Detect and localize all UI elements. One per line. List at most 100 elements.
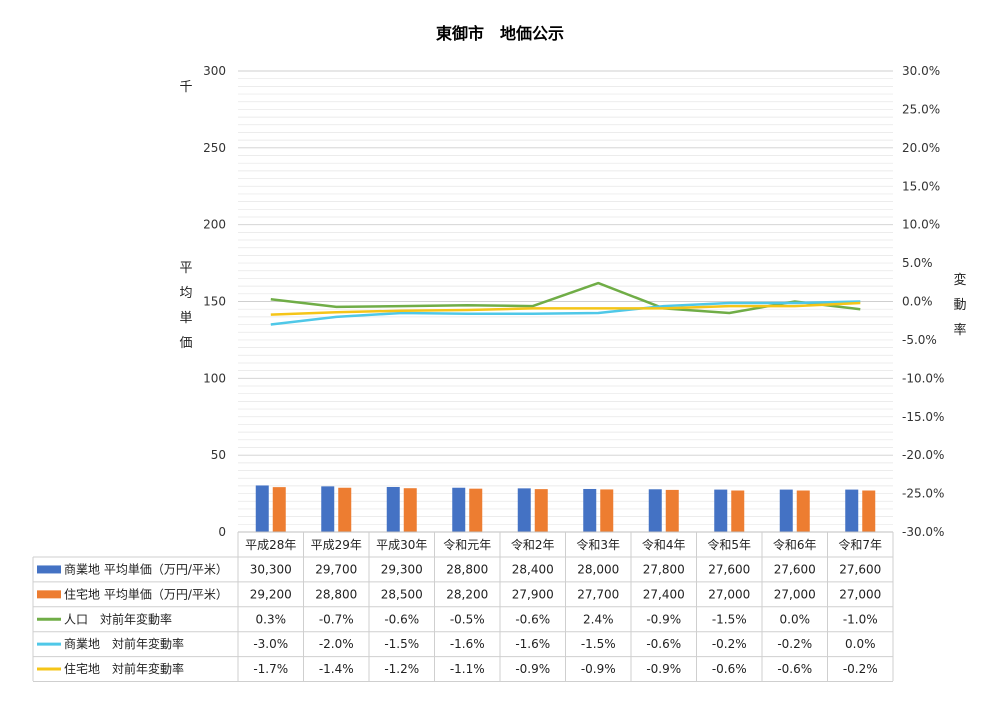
y-right-tick-label: 10.0%	[902, 218, 940, 232]
table-cell-value: -0.6%	[712, 662, 747, 676]
table-cell-value: -3.0%	[253, 637, 288, 651]
table-cell-value: 27,900	[512, 587, 554, 601]
table-cell-value: -1.7%	[253, 662, 288, 676]
y-right-tick-label: -15.0%	[902, 410, 944, 424]
table-cell-value: 27,600	[708, 562, 750, 576]
table-cell-value: 0.3%	[256, 612, 287, 626]
y-left-unit: 千	[179, 80, 192, 95]
category-label: 令和6年	[773, 537, 817, 552]
y-left-axis-label-char: 単	[179, 310, 192, 326]
table-cell-value: 28,000	[577, 562, 619, 576]
table-cell-value: -1.5%	[712, 612, 747, 626]
bar-mark	[845, 489, 859, 532]
table-cell-value: 27,800	[643, 562, 685, 576]
table-cell-value: 29,200	[250, 587, 292, 601]
table-cell-value: -2.0%	[319, 637, 354, 651]
table-cell-value: -0.5%	[450, 612, 485, 626]
table-cell-value: 0.0%	[780, 612, 811, 626]
bar-mark	[534, 489, 548, 532]
y-left-tick-label: 200	[203, 218, 226, 232]
series-name: 住宅地 対前年変動率	[64, 661, 184, 676]
chart-title: 東御市 地価公示	[436, 24, 564, 43]
y-right-tick-label: 15.0%	[902, 179, 940, 193]
table-cell-value: -1.4%	[319, 662, 354, 676]
table-cell-value: 27,000	[774, 587, 816, 601]
bar-mark	[731, 490, 745, 532]
y-right-tick-label: 0.0%	[902, 295, 933, 309]
series-line	[270, 300, 861, 326]
table-cell-value: -0.9%	[581, 662, 616, 676]
y-left-tick-label: 50	[211, 448, 226, 462]
table-cell-value: 27,000	[708, 587, 750, 601]
y-right-axis-label-char: 変	[953, 272, 966, 288]
table-cell-value: -0.9%	[515, 662, 550, 676]
table-cell-value: 29,300	[381, 562, 423, 576]
y-right-axis-label-char: 率	[953, 322, 966, 338]
y-right-tick-label: -30.0%	[902, 525, 944, 539]
table-cell-value: 28,400	[512, 562, 554, 576]
table-cell-value: -0.2%	[712, 637, 747, 651]
table-cell-value: -0.7%	[319, 612, 354, 626]
category-label: 平成29年	[311, 538, 362, 552]
table-cell-value: 30,300	[250, 562, 292, 576]
y-right-tick-label: -25.0%	[902, 487, 944, 501]
series-name: 住宅地 平均単価（万円/平米）	[64, 586, 228, 601]
y-right-tick-label: 30.0%	[902, 64, 940, 78]
y-left-tick-label: 0	[218, 525, 226, 539]
table-cell-value: 28,200	[446, 587, 488, 601]
table-cell-value: 27,000	[839, 587, 881, 601]
table-cell-value: 27,700	[577, 587, 619, 601]
bar-mark	[583, 488, 597, 532]
y-left-tick-label: 100	[203, 371, 226, 385]
bar-mark	[600, 489, 614, 532]
table-cell-value: -1.0%	[843, 612, 878, 626]
y-right-tick-label: 5.0%	[902, 256, 933, 270]
table-cell-value: -0.6%	[646, 637, 681, 651]
table-cell-value: -1.6%	[515, 637, 550, 651]
table-cell-value: -1.1%	[450, 662, 485, 676]
y-right-tick-label: 25.0%	[902, 102, 940, 116]
table-cell-value: 28,800	[446, 562, 488, 576]
table-cell-value: 27,400	[643, 587, 685, 601]
table-cell-value: 0.0%	[845, 637, 876, 651]
series-line	[270, 301, 861, 316]
y-right-tick-label: -5.0%	[902, 333, 937, 347]
bar-mark	[321, 486, 335, 532]
y-left-tick-label: 300	[203, 64, 226, 78]
category-label: 平成28年	[245, 538, 296, 552]
y-left-tick-label: 250	[203, 141, 226, 155]
bar-mark	[272, 487, 286, 532]
series-name: 商業地 平均単価（万円/平米）	[64, 561, 228, 576]
category-label: 令和3年	[576, 537, 620, 552]
table-cell-value: 28,800	[315, 587, 357, 601]
y-right-tick-label: 20.0%	[902, 141, 940, 155]
table-cell-value: -0.9%	[646, 662, 681, 676]
bar-mark	[665, 489, 679, 532]
bar-mark	[779, 489, 793, 532]
bar-mark	[648, 489, 662, 532]
table-cell-value: 27,600	[839, 562, 881, 576]
y-left-axis-label-char: 均	[179, 286, 192, 301]
table-cell-value: -1.5%	[384, 637, 419, 651]
bar-mark	[386, 486, 400, 532]
y-left-tick-label: 150	[203, 295, 226, 309]
y-left-axis-label-char: 平	[179, 261, 192, 276]
legend-key	[37, 590, 61, 599]
category-label: 令和2年	[511, 537, 555, 552]
table-cell-value: -0.6%	[515, 612, 550, 626]
table-cell-value: -0.6%	[384, 612, 419, 626]
category-label: 令和7年	[838, 537, 882, 552]
series-name: 商業地 対前年変動率	[64, 636, 184, 651]
bar-mark	[452, 487, 466, 532]
table-cell-value: -0.9%	[646, 612, 681, 626]
bar-mark	[714, 489, 728, 532]
bar-mark	[796, 490, 810, 532]
category-label: 令和4年	[642, 537, 686, 552]
y-left-axis-label-char: 価	[179, 336, 192, 351]
category-label: 令和元年	[443, 537, 491, 552]
bar-mark	[403, 488, 417, 532]
table-cell-value: -0.6%	[777, 662, 812, 676]
legend-key	[37, 565, 61, 574]
bar-mark	[862, 490, 876, 532]
